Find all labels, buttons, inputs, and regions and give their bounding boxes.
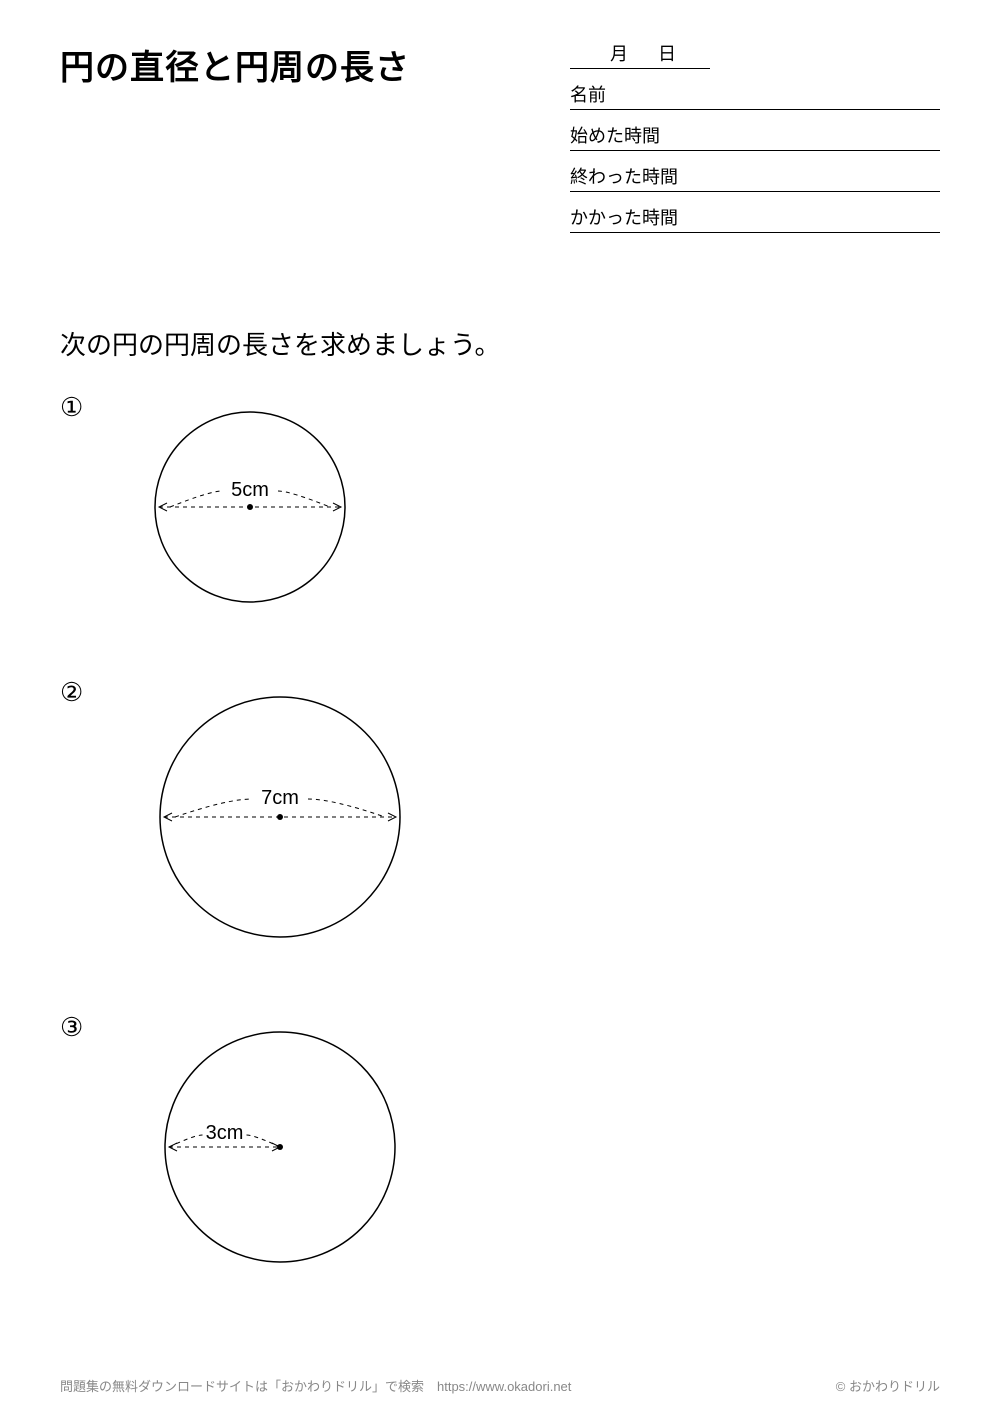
problem-number: ① (60, 392, 110, 423)
circle-diagram: 3cm (140, 1022, 430, 1277)
page-title: 円の直径と円周の長さ (60, 40, 410, 89)
problem-2: ② 7cm (60, 677, 940, 952)
footer: 問題集の無料ダウンロードサイトは「おかわりドリル」で検索 https://www… (60, 1376, 940, 1395)
end-label: 終わった時間 (570, 163, 678, 189)
month-label: 月 (610, 40, 628, 66)
footer-right: © おかわりドリル (836, 1376, 940, 1395)
name-line: 名前 (570, 81, 940, 110)
date-line: 月 日 (570, 40, 710, 69)
problem-3: ③ 3cm (60, 1012, 940, 1277)
start-label: 始めた時間 (570, 122, 660, 148)
duration-line: かかった時間 (570, 204, 940, 233)
instruction-text: 次の円の円周の長さを求めましょう。 (60, 325, 940, 362)
svg-text:7cm: 7cm (261, 787, 299, 809)
day-label: 日 (658, 40, 676, 66)
end-time-line: 終わった時間 (570, 163, 940, 192)
footer-left: 問題集の無料ダウンロードサイトは「おかわりドリル」で検索 https://www… (60, 1376, 571, 1395)
problem-number: ② (60, 677, 110, 708)
name-label: 名前 (570, 81, 606, 107)
problem-1: ① 5cm (60, 392, 940, 617)
duration-label: かかった時間 (570, 204, 678, 230)
start-time-line: 始めた時間 (570, 122, 940, 151)
svg-text:5cm: 5cm (231, 479, 269, 501)
circle-diagram: 5cm (140, 402, 380, 617)
svg-text:3cm: 3cm (206, 1122, 244, 1144)
circle-diagram: 7cm (140, 687, 440, 952)
problem-number: ③ (60, 1012, 110, 1043)
info-box: 月 日 名前 始めた時間 終わった時間 かかった時間 (570, 40, 940, 245)
